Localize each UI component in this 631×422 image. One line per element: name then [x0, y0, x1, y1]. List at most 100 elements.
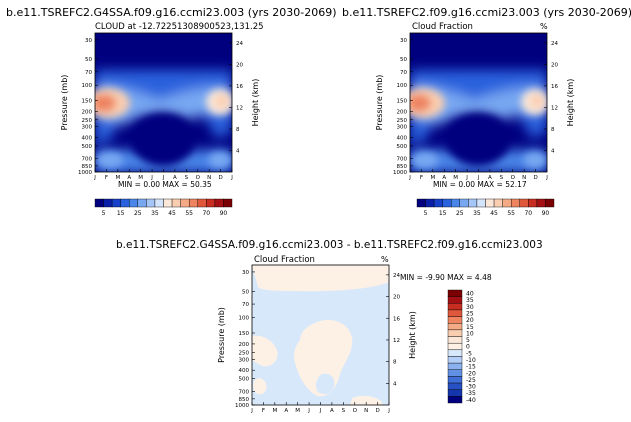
colorbar-label: -20	[466, 370, 476, 377]
contour-band	[523, 152, 547, 168]
contour-band	[410, 85, 547, 125]
contour-band	[410, 70, 547, 145]
y-tick-label-right: 24	[551, 41, 558, 47]
y-tick-label: 200	[397, 109, 408, 115]
colorbar-swatch	[485, 198, 495, 208]
x-tick-label: M	[453, 175, 458, 181]
y-tick-label: 300	[239, 357, 250, 363]
y-tick-label-right: 8	[393, 360, 397, 366]
colorbar-label: -25	[466, 377, 476, 384]
y-tick-label-right: 16	[551, 84, 558, 90]
stats-label: MIN = -9.90 MAX = 4.48	[400, 273, 492, 282]
y-tick-label-right: 20	[236, 62, 243, 68]
colorbar-swatch	[171, 198, 181, 208]
contour-band	[293, 319, 353, 397]
x-tick-label: J	[319, 408, 322, 414]
contour-field	[410, 33, 547, 172]
x-tick-label: O	[353, 408, 358, 414]
colorbar-label: 25	[456, 210, 464, 217]
panel-subtitle: CLOUD at -12.72251308900523,131.25	[95, 22, 264, 32]
colorbar-label: 15	[117, 210, 125, 217]
y-axis-label-right: Height (km)	[566, 79, 575, 127]
contour-band	[95, 85, 232, 125]
colorbar-label: 5	[424, 210, 428, 217]
y-tick-label-right: 4	[551, 148, 555, 154]
x-tick-label: J	[93, 175, 96, 181]
x-tick-label: F	[105, 175, 108, 181]
y-tick-label-right: 20	[551, 62, 558, 68]
y-tick-label-right: 16	[236, 84, 243, 90]
colorbar-swatch	[111, 198, 121, 208]
contour-band	[95, 94, 116, 112]
x-tick-label: J	[307, 408, 310, 414]
colorbar-swatch	[528, 198, 538, 208]
contour-band	[131, 114, 195, 166]
contour-band	[446, 114, 510, 166]
x-tick-label: F	[420, 175, 423, 181]
colorbar-swatch	[468, 198, 478, 208]
colorbar-swatch	[146, 198, 156, 208]
y-tick-label: 70	[85, 70, 92, 76]
colorbar-label: -15	[466, 364, 476, 371]
y-tick-label-right: 12	[393, 338, 400, 344]
colorbar-label: 25	[134, 210, 142, 217]
colorbar-label: -10	[466, 357, 476, 364]
x-tick-label: S	[185, 175, 189, 181]
colorbar-swatch	[459, 198, 469, 208]
colorbar-swatch	[447, 362, 463, 370]
colorbar-label: 55	[507, 210, 515, 217]
x-tick-label: N	[364, 408, 368, 414]
y-tick-label-right: 24	[236, 41, 243, 47]
contour-band	[252, 335, 278, 367]
x-tick-label: A	[488, 175, 492, 181]
colorbar-label: 5	[466, 337, 470, 344]
colorbar-swatch	[180, 198, 190, 208]
y-tick-label: 70	[400, 70, 407, 76]
y-tick-label: 700	[82, 157, 93, 163]
x-tick-label: F	[262, 408, 265, 414]
colorbar-swatch	[476, 198, 486, 208]
x-tick-label: M	[272, 408, 277, 414]
y-tick-label-right: 8	[551, 127, 555, 133]
x-tick-label: M	[115, 175, 120, 181]
x-tick-label: M	[138, 175, 143, 181]
y-tick-label: 1000	[393, 170, 407, 176]
x-tick-label: J	[408, 175, 411, 181]
colorbar-swatch	[223, 198, 233, 208]
x-tick-label: J	[162, 175, 165, 181]
colorbar-label: 5	[102, 210, 106, 217]
colorbar-label: 90	[542, 210, 550, 217]
colorbar-label: 35	[151, 210, 159, 217]
colorbar-label: 55	[185, 210, 193, 217]
x-tick-label: D	[533, 175, 537, 181]
colorbar-swatch	[120, 198, 130, 208]
y-tick-label: 400	[82, 135, 93, 141]
y-tick-label-right: 4	[393, 381, 397, 387]
colorbar-swatch	[447, 329, 463, 337]
y-tick-label: 1000	[235, 403, 249, 409]
colorbar-swatch	[206, 198, 216, 208]
contour-band	[252, 265, 389, 292]
colorbar-label: 45	[490, 210, 498, 217]
x-tick-label: A	[284, 408, 288, 414]
x-tick-label: J	[250, 408, 253, 414]
colorbar-swatch	[447, 336, 463, 344]
y-tick-label: 250	[82, 118, 93, 124]
colorbar-swatch	[447, 289, 463, 297]
colorbar-swatch	[163, 198, 173, 208]
y-axis-label-right: Height (km)	[251, 79, 260, 127]
colorbar-swatch	[447, 349, 463, 357]
x-tick-label: N	[207, 175, 211, 181]
colorbar-swatch	[519, 198, 529, 208]
x-tick-label: J	[465, 175, 468, 181]
x-tick-label: S	[500, 175, 504, 181]
y-tick-label: 850	[397, 164, 408, 170]
colorbar-label: 15	[466, 324, 474, 331]
panel-title: b.e11.TSREFC2.G4SSA.f09.g16.ccmi23.003 -…	[116, 239, 543, 251]
y-tick-label: 30	[85, 38, 92, 44]
colorbar-swatch	[451, 198, 461, 208]
colorbar-swatch	[433, 198, 443, 208]
y-tick-label: 400	[397, 135, 408, 141]
x-tick-label: A	[127, 175, 131, 181]
